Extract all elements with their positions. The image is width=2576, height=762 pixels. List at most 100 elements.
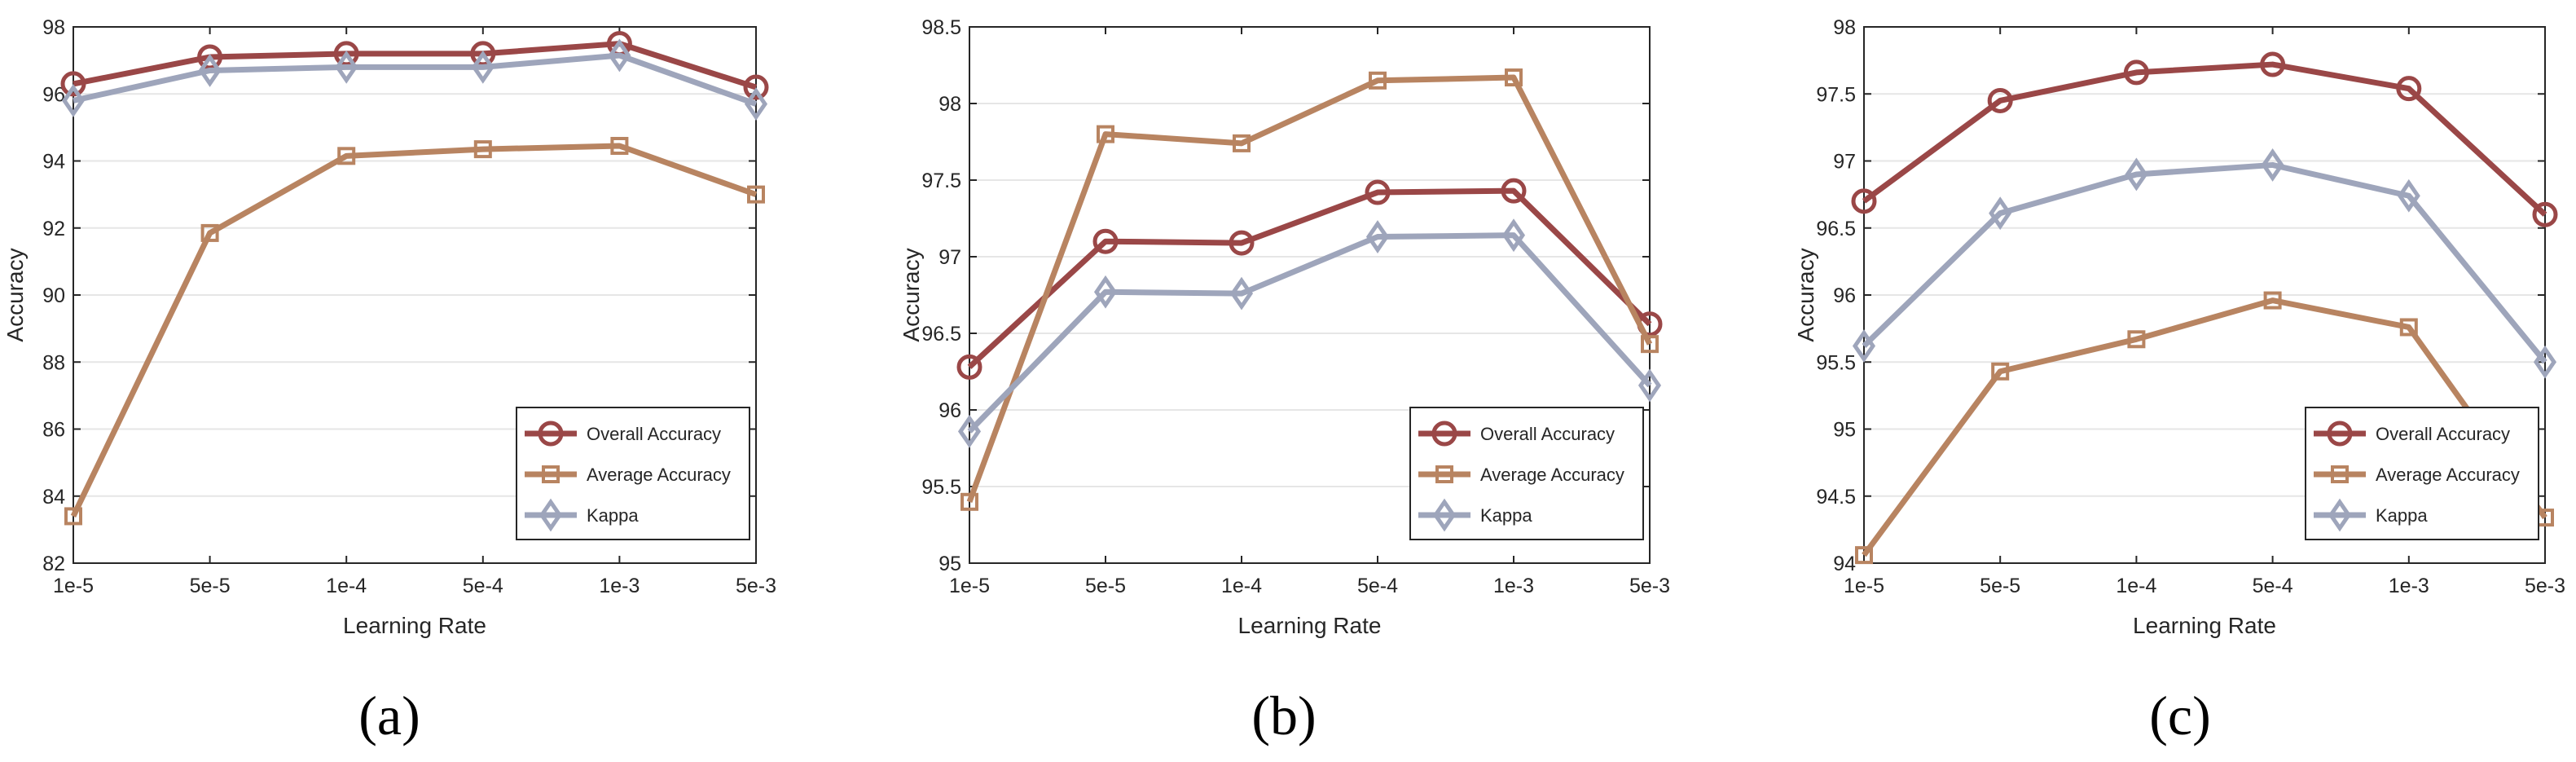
y-tick-label: 96 bbox=[1833, 284, 1856, 307]
data-point bbox=[337, 147, 356, 165]
chart-panel-3: 94 94.5 95 95.5 96 96.5 97 97.5 98 1e-5 5e-5 1e-4 5e… bbox=[1793, 16, 2565, 638]
y-axis-label: Accuracy bbox=[2, 248, 28, 341]
legend-swatch-marker bbox=[1435, 465, 1453, 483]
x-tick-label: 5e-4 bbox=[2253, 575, 2293, 597]
x-tick-label: 5e-4 bbox=[1357, 575, 1398, 597]
series-average-accuracy bbox=[64, 136, 765, 526]
legend-item: Average Accuracy bbox=[1418, 465, 1624, 485]
legend-label: Overall Accuracy bbox=[587, 424, 721, 444]
data-point bbox=[744, 87, 768, 121]
legend-item: Average Accuracy bbox=[2314, 465, 2520, 485]
legend-label: Average Accuracy bbox=[1480, 465, 1624, 485]
series-kappa bbox=[61, 38, 768, 121]
x-tick-label: 1e-5 bbox=[1844, 575, 1884, 597]
x-tick-label: 1e-4 bbox=[1221, 575, 1262, 597]
data-point bbox=[1989, 196, 2012, 231]
x-axis-label: Learning Rate bbox=[343, 613, 486, 638]
caption-c: (c) bbox=[2149, 685, 2211, 747]
x-axis-label: Learning Rate bbox=[2133, 613, 2276, 638]
data-point bbox=[961, 492, 978, 511]
legend-label: Overall Accuracy bbox=[2376, 424, 2510, 444]
y-tick-label: 95.5 bbox=[1816, 351, 1856, 374]
series-line bbox=[967, 232, 1652, 434]
y-tick-label: 95.5 bbox=[921, 476, 961, 499]
data-point bbox=[1097, 125, 1114, 143]
legend: Overall Accuracy Average Accuracy Kappa bbox=[1409, 407, 1644, 540]
caption-a: (a) bbox=[358, 685, 420, 747]
y-tick-label: 94 bbox=[1833, 553, 1856, 575]
y-tick-label: 88 bbox=[42, 351, 65, 374]
data-point bbox=[1229, 230, 1255, 256]
data-point bbox=[1093, 275, 1118, 309]
x-tick-label: 1e-5 bbox=[949, 575, 990, 597]
series-average-accuracy bbox=[1855, 291, 2554, 565]
data-point bbox=[1852, 329, 1876, 363]
y-tick-label: 82 bbox=[42, 553, 65, 575]
y-tick-label: 97 bbox=[1833, 151, 1856, 174]
data-point bbox=[747, 185, 765, 204]
data-point bbox=[2399, 318, 2418, 337]
y-tick-label: 94.5 bbox=[1816, 486, 1856, 509]
x-tick-label: 1e-4 bbox=[326, 575, 367, 597]
series-kappa bbox=[1852, 148, 2557, 379]
x-tick-label: 5e-5 bbox=[1980, 575, 2020, 597]
legend-item: Overall Accuracy bbox=[2314, 421, 2510, 447]
data-point bbox=[1233, 134, 1251, 152]
series-line bbox=[1862, 161, 2547, 364]
legend-swatch-marker bbox=[2331, 465, 2349, 483]
data-point bbox=[1851, 188, 1877, 214]
legend: Overall Accuracy Average Accuracy Kappa bbox=[2305, 407, 2539, 540]
x-tick-label: 1e-3 bbox=[1493, 575, 1534, 597]
data-point bbox=[1365, 179, 1391, 205]
data-point bbox=[1365, 220, 1390, 253]
data-point bbox=[2125, 157, 2148, 192]
x-tick-label: 5e-5 bbox=[190, 575, 231, 597]
x-tick-label: 1e-3 bbox=[2389, 575, 2429, 597]
data-point bbox=[2532, 201, 2558, 227]
x-tick-label: 5e-3 bbox=[2525, 575, 2565, 597]
data-point bbox=[2397, 178, 2420, 213]
data-point bbox=[471, 50, 495, 84]
legend: Overall Accuracy Average Accuracy Kappa bbox=[516, 407, 750, 540]
legend-label: Overall Accuracy bbox=[1480, 424, 1615, 444]
legend-swatch-marker bbox=[1431, 421, 1457, 447]
data-point bbox=[2123, 59, 2149, 86]
y-tick-label: 96.5 bbox=[1816, 218, 1856, 240]
series-line bbox=[967, 187, 1652, 369]
series-average-accuracy bbox=[961, 68, 1659, 511]
chart-panel-2: 95 95.5 96 96.5 97 97.5 98 98.5 1e-5 5e-5 1e-4 5e-4… bbox=[899, 16, 1670, 638]
data-point bbox=[2261, 148, 2284, 182]
x-axis-label: Learning Rate bbox=[1238, 613, 1382, 638]
x-tick-label: 1e-4 bbox=[2116, 575, 2156, 597]
legend-label: Average Accuracy bbox=[587, 465, 731, 485]
data-point bbox=[1637, 368, 1662, 403]
legend-swatch-marker bbox=[2328, 498, 2352, 532]
y-tick-label: 98 bbox=[1833, 16, 1856, 39]
y-tick-label: 96 bbox=[939, 399, 961, 422]
y-axis-label: Accuracy bbox=[899, 248, 924, 341]
legend-label: Kappa bbox=[2376, 505, 2428, 526]
data-point bbox=[743, 74, 769, 100]
data-point bbox=[1369, 71, 1387, 90]
series-line bbox=[70, 143, 758, 518]
legend-label: Kappa bbox=[1480, 505, 1532, 526]
legend-label: Average Accuracy bbox=[2376, 465, 2520, 485]
y-tick-label: 97.5 bbox=[1816, 83, 1856, 106]
data-point bbox=[473, 140, 492, 159]
data-point bbox=[956, 354, 982, 380]
data-point bbox=[1991, 362, 2010, 381]
caption-b: (b) bbox=[1251, 685, 1317, 747]
x-tick-label: 5e-3 bbox=[736, 575, 776, 597]
series-line bbox=[1862, 297, 2547, 557]
data-point bbox=[64, 507, 82, 526]
legend-item: Kappa bbox=[525, 498, 639, 532]
series-line bbox=[73, 52, 758, 107]
data-point bbox=[1501, 218, 1526, 253]
x-tick-label: 5e-3 bbox=[1629, 575, 1670, 597]
data-point bbox=[2396, 76, 2422, 102]
x-tick-label: 1e-5 bbox=[53, 575, 94, 597]
legend-item: Kappa bbox=[2314, 498, 2428, 532]
y-tick-label: 97.5 bbox=[921, 170, 961, 192]
